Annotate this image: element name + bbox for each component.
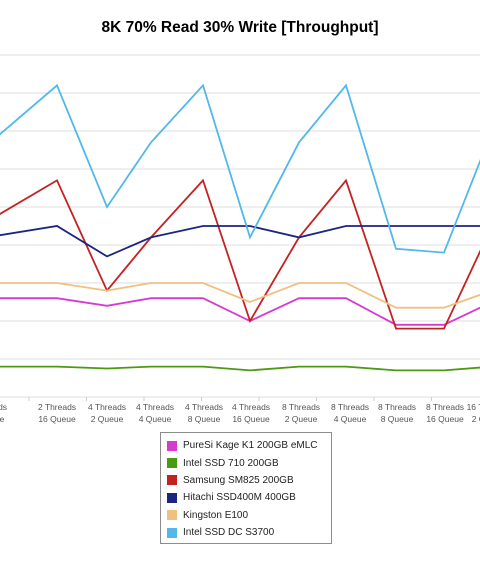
legend-label: Samsung SM825 200GB	[183, 474, 294, 486]
x-tick-label: 4 Threads 2 Queue	[88, 402, 126, 424]
x-tick-label: 8 Threads 16 Queue	[426, 402, 464, 424]
legend-swatch	[167, 510, 177, 521]
legend-swatch	[167, 527, 177, 538]
legend-item: Kingston E100	[167, 507, 325, 524]
x-tick-label: 4 Threads 16 Queue	[232, 402, 270, 424]
series-lines	[0, 83, 480, 372]
legend-label: Kingston E100	[183, 509, 249, 521]
x-tick-label: 4 Threads 4 Queue	[136, 402, 174, 424]
x-tick-label: 8 Threads 8 Queue	[378, 402, 416, 424]
chart-title: 8K 70% Read 30% Write [Throughput]	[101, 19, 379, 36]
series-line-5	[0, 83, 480, 254]
legend-item: Intel SSD DC S3700	[167, 524, 325, 541]
series-line-1	[0, 365, 480, 372]
legend-item: Hitachi SSD400M 400GB	[167, 489, 325, 506]
legend-label: Intel SSD 710 200GB	[183, 457, 279, 469]
legend-swatch	[167, 458, 177, 469]
legend-swatch	[167, 475, 177, 486]
series-line-3	[0, 225, 480, 258]
legend-item: Intel SSD 710 200GB	[167, 454, 325, 471]
legend-swatch	[167, 440, 177, 451]
x-tick-label: 4 Threads 8 Queue	[185, 402, 223, 424]
legend-label: PureSi Kage K1 200GB eMLC	[183, 440, 318, 452]
legend-label: Intel SSD DC S3700	[183, 527, 275, 539]
x-tick-label: 8 Threads 2 Queue	[282, 402, 320, 424]
grid-lines	[0, 54, 480, 401]
legend-item: PureSi Kage K1 200GB eMLC	[167, 437, 325, 454]
series-line-2	[0, 178, 480, 330]
legend: PureSi Kage K1 200GB eMLC Intel SSD 710 2…	[160, 432, 332, 544]
x-tick-label: 2 Threads 16 Queue	[38, 402, 76, 424]
legend-swatch	[167, 492, 177, 503]
x-tick-label: 8 Threads 4 Queue	[331, 402, 369, 424]
series-line-4	[0, 282, 480, 309]
legend-label: Hitachi SSD400M 400GB	[183, 492, 296, 504]
legend-item: Samsung SM825 200GB	[167, 472, 325, 489]
